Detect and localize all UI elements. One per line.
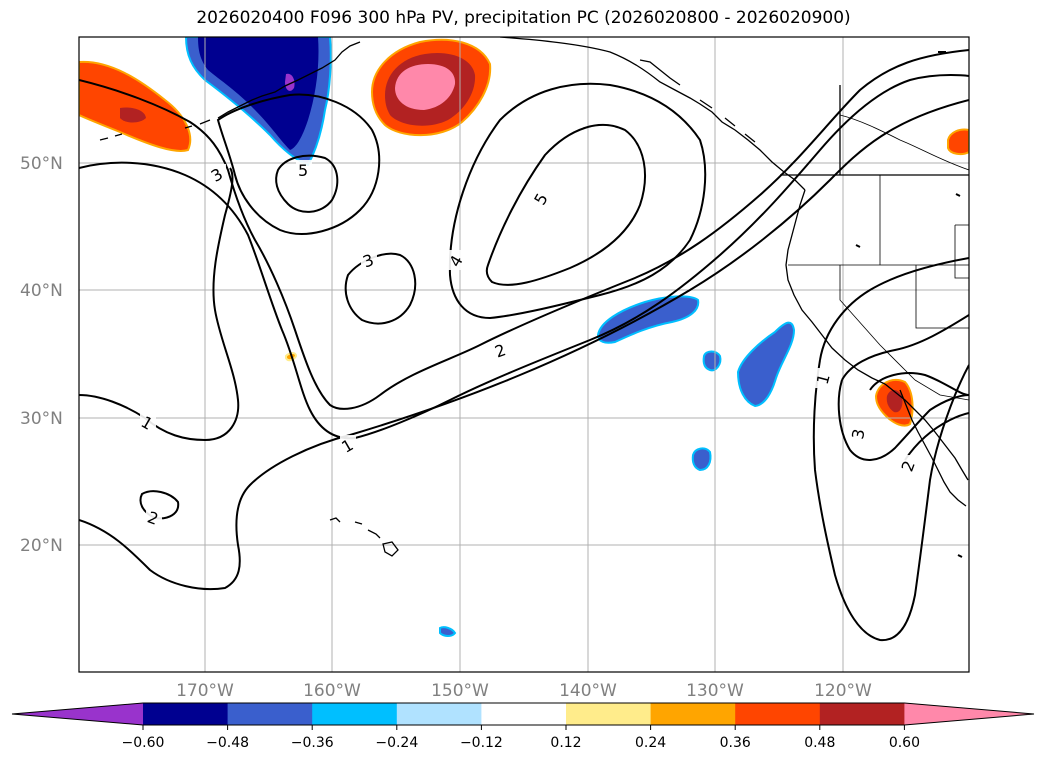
precip-positive-region	[79, 60, 192, 152]
colorbar-segment	[566, 703, 652, 725]
colorbar-tick-label: −0.24	[375, 735, 418, 751]
colorbar-tick-label: 0.60	[889, 735, 920, 751]
colorbar-segment	[227, 703, 313, 725]
precip-negative-region	[439, 626, 457, 637]
colorbar-extend-high	[904, 703, 1034, 725]
colorbar-segment	[819, 703, 905, 725]
precip-positive-region	[947, 128, 969, 156]
lon-labels: 170°W 160°W 150°W 140°W 130°W 120°W	[176, 681, 872, 701]
contour-label: 3	[848, 427, 868, 440]
precip-shading	[79, 37, 969, 637]
colorbar-segment	[143, 703, 229, 725]
lon-label: 170°W	[176, 681, 234, 701]
lat-labels: 50°N 40°N 30°N 20°N	[20, 154, 63, 556]
lon-label: 120°W	[814, 681, 872, 701]
pv-contours	[79, 49, 969, 642]
lon-label: 150°W	[431, 681, 489, 701]
lon-label: 160°W	[303, 681, 361, 701]
precip-negative-core	[198, 37, 319, 150]
precip-negative-region	[736, 321, 796, 408]
map-plot-area: 3 5 3 4 5 2 1 1 2 1 3 2	[79, 37, 969, 672]
contour-label: 5	[298, 161, 308, 180]
precip-positive-core	[120, 107, 146, 123]
lon-label: 140°W	[559, 681, 617, 701]
colorbar-segment	[312, 703, 398, 725]
colorbar-tick-label: −0.60	[122, 735, 165, 751]
contour-label: 1	[813, 372, 834, 387]
contour-labels: 3 5 3 4 5 2 1 1 2 1 3 2	[138, 160, 919, 529]
colorbar: −0.60 −0.48 −0.36 −0.24 −0.12 0.12 0.24 0.36 0.4…	[11, 702, 1035, 751]
colorbar-tick-label: 0.24	[635, 735, 666, 751]
colorbar-segment	[735, 703, 821, 725]
colorbar-tick-label: −0.48	[206, 735, 249, 751]
plot-frame	[78, 36, 970, 673]
colorbar-tick-label: 0.48	[804, 735, 835, 751]
map-title: 2026020400 F096 300 hPa PV, precipitatio…	[196, 8, 851, 28]
colorbar-tick-label: −0.36	[291, 735, 334, 751]
colorbar-segment	[481, 703, 567, 725]
colorbar-segment	[396, 703, 482, 725]
lat-label: 30°N	[20, 409, 63, 429]
coastlines	[99, 37, 969, 558]
precip-negative-region	[596, 295, 700, 344]
lat-label: 20°N	[20, 536, 63, 556]
colorbar-tick-label: 0.36	[720, 735, 751, 751]
colorbar-tick-label: −0.12	[460, 735, 503, 751]
precip-negative-extreme	[285, 73, 295, 91]
lon-label: 130°W	[686, 681, 744, 701]
precip-negative-region	[702, 350, 722, 372]
precip-positive-extreme	[395, 64, 456, 110]
colorbar-extend-low	[12, 703, 143, 725]
colorbar-segment	[650, 703, 736, 725]
precip-negative-region	[691, 447, 712, 472]
lat-label: 40°N	[20, 281, 63, 301]
colorbar-tick-label: 0.12	[550, 735, 581, 751]
lat-label: 50°N	[20, 154, 63, 174]
